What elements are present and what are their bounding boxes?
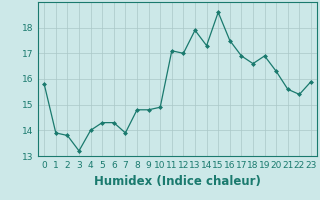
X-axis label: Humidex (Indice chaleur): Humidex (Indice chaleur) [94,175,261,188]
